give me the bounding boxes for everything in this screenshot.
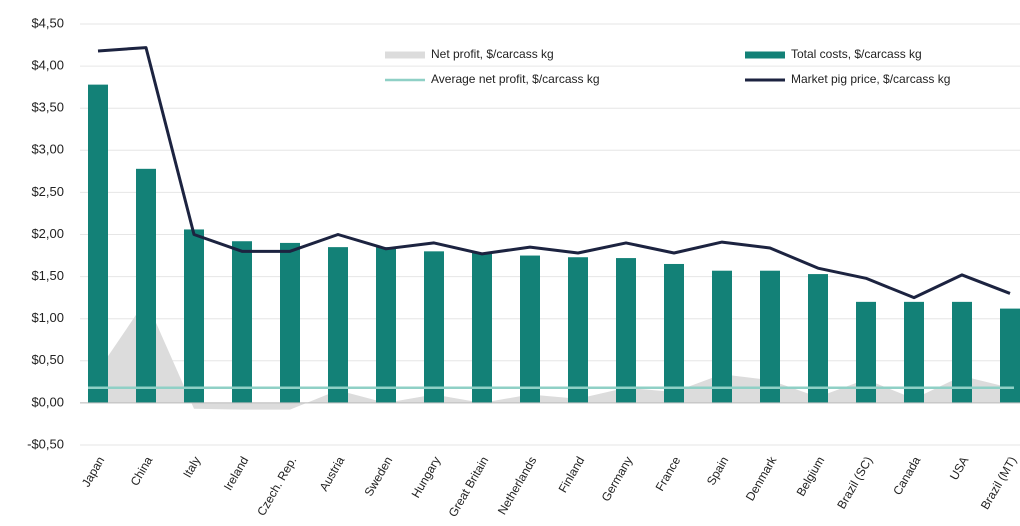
x-tick-label: Japan <box>79 454 107 489</box>
x-tick-label: Canada <box>890 454 923 498</box>
bar <box>136 168 156 403</box>
bar <box>328 247 348 403</box>
y-tick-label: $2,00 <box>31 226 64 241</box>
y-tick-label: $2,50 <box>31 184 64 199</box>
x-tick-label: China <box>128 454 156 488</box>
bar <box>280 242 300 403</box>
x-tick-label: Netherlands <box>495 454 539 517</box>
x-tick-label: Spain <box>704 454 731 488</box>
y-tick-label: -$0,50 <box>27 436 64 451</box>
bar <box>616 258 636 403</box>
bar <box>808 274 828 403</box>
legend-swatch <box>745 78 785 82</box>
bar <box>952 301 972 403</box>
y-tick-label: $4,50 <box>31 15 64 30</box>
x-tick-label: Ireland <box>221 454 251 493</box>
legend-label: Net profit, $/carcass kg <box>431 47 554 61</box>
bar <box>472 253 492 403</box>
bar <box>424 251 444 403</box>
x-tick-label: Czech. Rep. <box>254 454 299 518</box>
y-tick-label: $0,00 <box>31 394 64 409</box>
x-tick-label: Brazil (MT) <box>978 454 1019 512</box>
legend-label: Average net profit, $/carcass kg <box>431 72 600 86</box>
legend-swatch <box>385 51 425 59</box>
legend-swatch <box>385 78 425 82</box>
bar <box>760 270 780 403</box>
x-tick-label: Sweden <box>362 454 396 499</box>
x-tick-label: Germany <box>599 454 636 504</box>
x-tick-label: France <box>653 454 684 494</box>
y-tick-label: $4,00 <box>31 58 64 73</box>
x-tick-label: Hungary <box>409 454 444 500</box>
legend-label: Market pig price, $/carcass kg <box>791 72 950 86</box>
y-tick-label: $0,50 <box>31 352 64 367</box>
bar <box>712 270 732 403</box>
legend-label: Total costs, $/carcass kg <box>791 47 922 61</box>
y-tick-label: $3,00 <box>31 142 64 157</box>
bar <box>88 84 108 403</box>
y-tick-label: $3,50 <box>31 100 64 115</box>
x-tick-label: Denmark <box>743 453 780 503</box>
bar <box>520 255 540 403</box>
bar <box>376 247 396 403</box>
x-tick-label: Italy <box>180 454 203 480</box>
bar <box>856 301 876 403</box>
legend-swatch <box>745 51 785 59</box>
y-tick-label: $1,50 <box>31 268 64 283</box>
x-tick-label: Finland <box>556 454 588 495</box>
bar <box>904 301 924 403</box>
bar <box>664 263 684 403</box>
x-tick-label: Great Britain <box>446 454 492 519</box>
y-tick-label: $1,00 <box>31 310 64 325</box>
x-tick-label: Austria <box>317 454 348 494</box>
bar <box>1000 308 1020 403</box>
bar <box>568 257 588 403</box>
bar <box>184 229 204 403</box>
x-tick-label: Brazil (SC) <box>834 454 875 511</box>
x-tick-label: Belgium <box>794 454 828 499</box>
bar <box>232 241 252 403</box>
price-line <box>97 46 1011 300</box>
x-tick-label: USA <box>947 454 971 482</box>
